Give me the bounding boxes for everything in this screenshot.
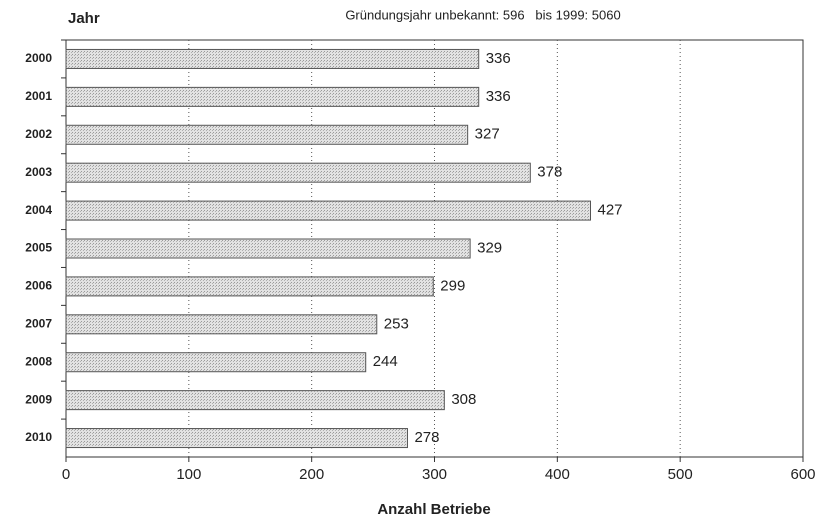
y-tick-label: 2009 <box>25 392 52 406</box>
data-label: 253 <box>384 315 409 332</box>
data-label: 336 <box>486 50 511 67</box>
bar <box>65 352 367 373</box>
x-tick-label: 500 <box>668 466 693 483</box>
subtitle: Gründungsjahr unbekannt: 596 bis 1999: 5… <box>345 7 620 22</box>
data-label: 329 <box>477 239 502 256</box>
x-tick-label: 100 <box>176 466 201 483</box>
bar <box>65 238 471 259</box>
bar <box>65 200 591 221</box>
bar <box>65 314 378 335</box>
data-label: 299 <box>440 277 465 294</box>
y-tick-label: 2004 <box>25 203 52 217</box>
x-tick-label: 600 <box>790 466 815 483</box>
x-tick-label: 300 <box>422 466 447 483</box>
y-tick-label: 2001 <box>25 89 52 103</box>
y-tick-label: 2000 <box>25 51 52 65</box>
y-tick-label: 2003 <box>25 165 52 179</box>
data-label: 244 <box>373 353 398 370</box>
bar <box>65 390 445 411</box>
data-label: 427 <box>597 202 622 219</box>
y-tick-label: 2010 <box>25 430 52 444</box>
y-tick-label: 2006 <box>25 279 52 293</box>
data-label: 327 <box>475 126 500 143</box>
bar <box>65 276 434 297</box>
x-tick-label: 0 <box>62 466 70 483</box>
data-label: 378 <box>537 164 562 181</box>
bar <box>65 124 469 145</box>
bar <box>65 48 480 69</box>
bar <box>65 428 408 449</box>
x-tick-label: 200 <box>299 466 324 483</box>
bar <box>65 86 480 107</box>
y-axis-title: Jahr <box>68 10 100 27</box>
data-label: 278 <box>414 429 439 446</box>
bar <box>65 162 531 183</box>
x-tick-label: 400 <box>545 466 570 483</box>
y-tick-label: 2008 <box>25 354 52 368</box>
data-label: 336 <box>486 88 511 105</box>
y-tick-label: 2005 <box>25 241 52 255</box>
y-tick-label: 2002 <box>25 127 52 141</box>
y-tick-label: 2007 <box>25 316 52 330</box>
x-axis-title: Anzahl Betriebe <box>377 501 490 518</box>
data-label: 308 <box>451 391 476 408</box>
